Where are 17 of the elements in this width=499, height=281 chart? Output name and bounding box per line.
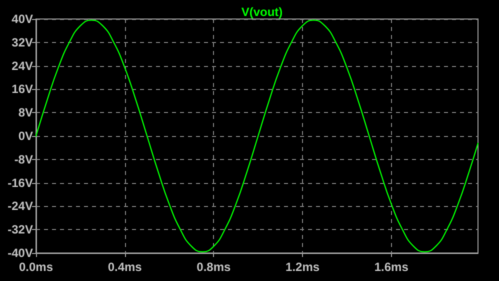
x-tick-label: 1.6ms [374,260,409,274]
x-tick-label: 1.2ms [286,260,320,274]
x-tick-label: 0.0ms [18,260,54,274]
y-tick-label: 40V [12,12,33,26]
chart-title: V(vout) [241,5,283,19]
y-tick-label: -16V [8,176,33,190]
y-tick-label: -32V [8,222,33,237]
x-tick-label: 0.4ms [108,260,142,274]
y-tick-label: 8V [18,106,33,120]
y-tick-label: -24V [8,199,33,214]
y-tick-label: -40V [8,246,33,260]
y-tick-label: 0V [18,129,33,143]
x-tick-label: 0.8ms [196,260,232,274]
y-tick-label: 24V [12,58,33,73]
y-tick-label: 32V [12,35,33,50]
y-tick-label: 16V [12,82,33,96]
y-tick-label: -8V [14,152,33,166]
